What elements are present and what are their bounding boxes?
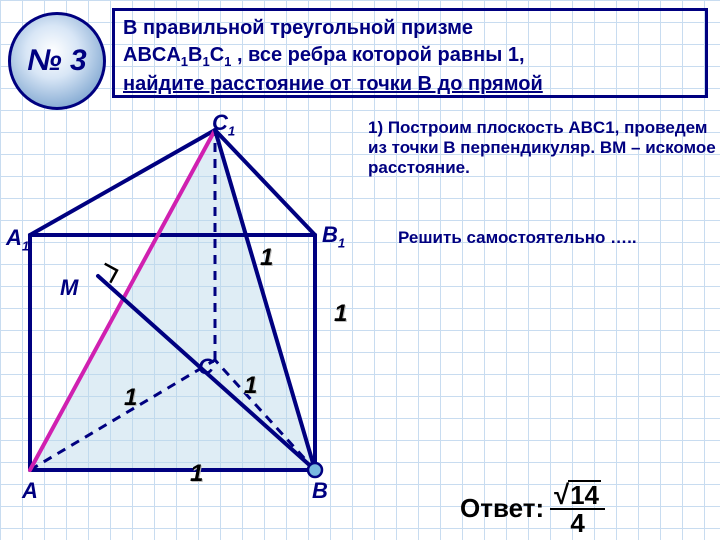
vertex-label-C: C <box>198 354 214 380</box>
problem-line3: найдите расстояние от точки B до прямой <box>123 71 697 98</box>
answer-denominator: 4 <box>566 510 588 536</box>
construction-hint: 1) Построим плоскость ABC1, проведем из … <box>368 118 720 178</box>
problem-number: № 3 <box>27 44 86 78</box>
solve-yourself-hint: Решить самостоятельно ….. <box>398 228 637 248</box>
edge-length-n_top: 1 <box>260 244 273 272</box>
vertex-label-A: A <box>22 478 38 504</box>
problem-line1: В правильной треугольной призме <box>123 15 697 42</box>
sqrt-icon: 14 <box>554 480 601 508</box>
answer-block: Ответ: 14 4 <box>460 480 605 536</box>
vertex-label-C1: C1 <box>212 110 235 138</box>
vertex-label-A1: A1 <box>6 225 29 253</box>
answer-fraction: 14 4 <box>550 480 605 536</box>
edge-length-n_left: 1 <box>124 384 137 412</box>
vertex-label-B: B <box>312 478 328 504</box>
problem-number-badge: № 3 <box>8 12 106 110</box>
vertex-label-B1: B1 <box>322 222 345 250</box>
edge-length-n_b1: 1 <box>244 372 257 400</box>
problem-statement-box: В правильной треугольной призме ABCA1B1C… <box>112 8 708 98</box>
prism-figure <box>0 100 380 500</box>
vertex-label-M: M <box>60 275 78 301</box>
edge-length-n_b2: 1 <box>190 460 203 488</box>
edge-length-n_right: 1 <box>334 300 347 328</box>
answer-numerator: 14 <box>550 480 605 510</box>
problem-line2: ABCA1B1C1 , все ребра которой равны 1, <box>123 42 697 71</box>
answer-label: Ответ: <box>460 493 544 524</box>
